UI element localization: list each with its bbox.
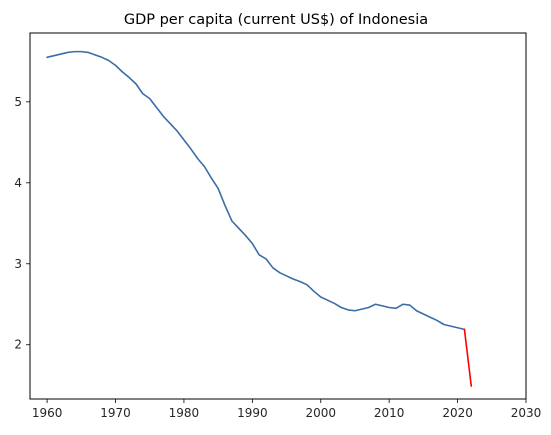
x-tick-label: 1970 — [100, 406, 131, 420]
series-line-historical — [46, 50, 466, 331]
x-tick-label: 1990 — [237, 406, 268, 420]
data-series — [46, 50, 473, 387]
y-tick-label: 2 — [14, 338, 22, 352]
x-tick-label: 2010 — [374, 406, 405, 420]
y-tick-label: 4 — [14, 176, 22, 190]
plot-frame — [29, 32, 527, 400]
series-line-projection — [463, 328, 473, 387]
x-tick-label: 1980 — [169, 406, 200, 420]
y-tick-label: 5 — [14, 95, 22, 109]
chart-title: GDP per capita (current US$) of Indonesi… — [124, 12, 428, 28]
x-tick-label: 1960 — [32, 406, 63, 420]
x-tick-label: 2000 — [305, 406, 336, 420]
y-tick-label: 3 — [14, 257, 22, 271]
x-tick-label: 2020 — [442, 406, 473, 420]
x-tick-label: 2030 — [511, 406, 542, 420]
axis-ticks: 1960 1970 1980 1990 2000 2010 2020 2030 2 3 4 5 — [14, 95, 541, 420]
